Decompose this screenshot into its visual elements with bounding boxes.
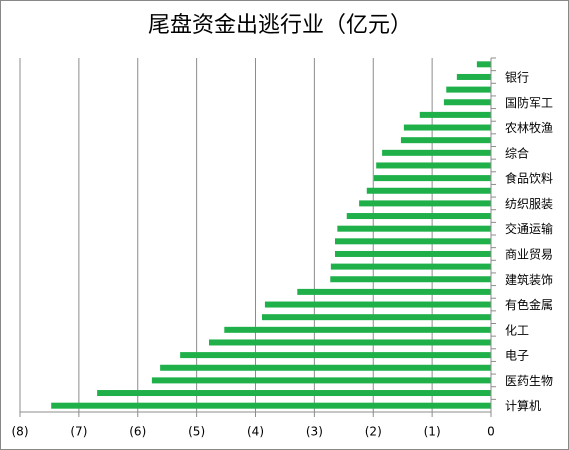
x-tick-label: (3) <box>306 425 323 439</box>
y-tick-label: 化工 <box>505 323 529 337</box>
y-tick-label: 电子 <box>505 349 529 363</box>
bar <box>400 137 491 144</box>
x-tick-label: (1) <box>424 425 441 439</box>
bar <box>224 326 491 333</box>
x-tick-label: 0 <box>487 425 495 439</box>
bar <box>376 162 491 169</box>
bar <box>346 213 491 220</box>
y-tick-label: 建筑装饰 <box>505 272 553 287</box>
bar <box>97 390 491 397</box>
x-tick-label: (5) <box>188 425 205 439</box>
bar <box>330 263 491 270</box>
y-tick-label: 综合 <box>505 145 529 160</box>
y-tick-label: 银行 <box>505 70 529 84</box>
y-tick-label: 计算机 <box>505 398 541 413</box>
bar <box>261 314 491 321</box>
bar <box>334 250 491 257</box>
bar <box>151 377 491 384</box>
chart-title: 尾盘资金出逃行业（亿元） <box>148 13 412 38</box>
bar <box>446 86 491 93</box>
y-tick-label: 商业贸易 <box>505 246 553 261</box>
bar <box>382 149 491 156</box>
x-tick-label: (7) <box>70 425 87 439</box>
y-tick-label: 纺织服装 <box>505 197 553 211</box>
bar <box>419 111 491 118</box>
bar <box>476 61 491 68</box>
bar <box>264 301 491 308</box>
x-tick-label: (8) <box>12 425 29 439</box>
y-tick-label: 国防军工 <box>505 95 553 110</box>
bar <box>443 99 491 106</box>
x-tick-label: (4) <box>247 425 264 439</box>
bar <box>337 225 491 232</box>
bar <box>51 402 492 409</box>
bar <box>180 352 491 359</box>
bar <box>330 276 491 283</box>
y-tick-label: 食品饮料 <box>505 171 553 186</box>
bar <box>160 364 491 371</box>
y-tick-label: 有色金属 <box>505 297 553 312</box>
bar <box>373 175 491 182</box>
bar <box>334 238 491 245</box>
bar <box>403 124 491 131</box>
bar <box>456 73 491 80</box>
bar <box>208 339 491 346</box>
y-tick-label: 农林牧渔 <box>505 121 553 135</box>
bar <box>366 187 491 194</box>
bar <box>297 288 491 295</box>
x-tick-label: (6) <box>129 425 146 439</box>
y-tick-label: 交通运输 <box>505 221 553 236</box>
x-tick-label: (2) <box>365 425 382 439</box>
y-tick-label: 医药生物 <box>505 374 553 388</box>
bar <box>359 200 491 207</box>
